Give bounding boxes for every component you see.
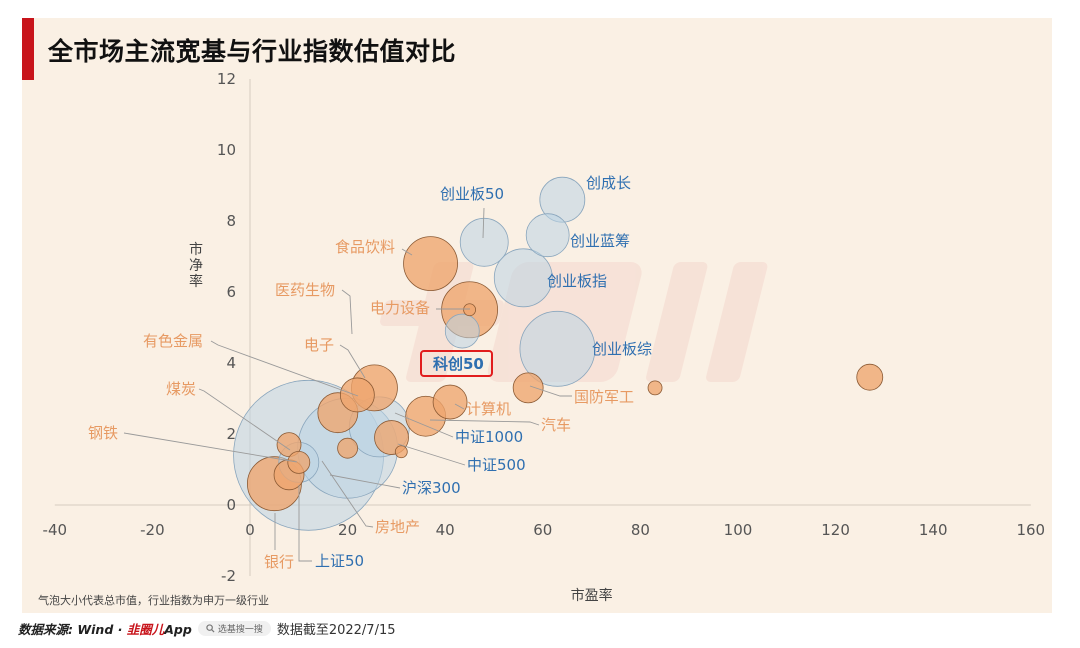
leader-line xyxy=(482,207,485,239)
x-tick-label: 80 xyxy=(631,521,650,539)
bubble-industry xyxy=(287,450,311,474)
chart-panel xyxy=(22,18,1052,613)
x-tick-label: 140 xyxy=(919,521,948,539)
bubble-industry xyxy=(394,445,408,459)
source-label: 数据来源: Wind · 韭圈儿App xyxy=(18,619,192,638)
leader-line xyxy=(198,388,291,451)
brand-app: App xyxy=(164,621,192,637)
leader-line xyxy=(339,344,366,379)
broad-index-label: 创业板综 xyxy=(592,340,652,358)
industry-label: 国防军工 xyxy=(574,388,634,406)
industry-label: 有色金属 xyxy=(143,332,203,350)
broad-index-label: 中证1000 xyxy=(455,428,523,446)
footer: 数据来源: Wind · 韭圈儿App 选基搜一搜 数据截至2022/7/15 xyxy=(18,619,396,638)
industry-label: 钢铁 xyxy=(88,424,118,442)
y-tick-label: 10 xyxy=(217,141,236,159)
bubble-industry xyxy=(647,380,663,396)
search-pill[interactable]: 选基搜一搜 xyxy=(197,620,271,636)
search-pill-label: 选基搜一搜 xyxy=(217,624,263,635)
x-tick-label: 60 xyxy=(533,521,552,539)
data-date: 数据截至2022/7/15 xyxy=(276,622,396,638)
broad-index-label: 上证50 xyxy=(315,552,364,570)
bubbles xyxy=(233,176,884,531)
leader-line xyxy=(123,432,298,463)
leader-line xyxy=(329,474,401,489)
leader-line xyxy=(321,460,374,528)
y-tick-label: -2 xyxy=(221,567,236,585)
x-tick-label: -20 xyxy=(140,521,165,539)
x-tick-label: 100 xyxy=(724,521,753,539)
broad-index-label: 科创50 xyxy=(433,355,484,373)
bubble-broad-index xyxy=(525,213,570,258)
bubble-industry xyxy=(512,372,544,404)
bubble-broad-index xyxy=(444,313,480,349)
bubble-broad-index xyxy=(459,217,509,267)
brand-name: 韭圈儿 xyxy=(126,621,165,637)
y-tick-label: 0 xyxy=(226,496,236,514)
broad-index-label: 创成长 xyxy=(586,174,631,192)
leader-line xyxy=(454,403,465,410)
industry-label: 煤炭 xyxy=(166,380,196,398)
title-accent-bar xyxy=(22,18,34,80)
industry-label: 计算机 xyxy=(466,400,511,418)
bubble-industry xyxy=(337,437,359,459)
y-tick-label: 2 xyxy=(226,425,236,443)
source-prefix: 数据来源: Wind · xyxy=(18,621,127,637)
bubble-broad-index xyxy=(519,310,596,387)
y-tick-label: 12 xyxy=(217,70,236,88)
bubble-industry xyxy=(339,377,375,413)
y-tick-label: 4 xyxy=(226,354,236,372)
leader-line xyxy=(210,340,359,397)
y-tick-label: 6 xyxy=(226,283,236,301)
industry-label: 电子 xyxy=(304,336,334,354)
leader-line xyxy=(397,443,466,466)
industry-label: 医药生物 xyxy=(275,281,335,299)
leader-line xyxy=(529,385,572,397)
broad-index-label: 中证500 xyxy=(467,456,526,474)
industry-label: 食品饮料 xyxy=(335,238,395,256)
broad-index-label: 创业蓝筹 xyxy=(570,232,630,250)
chart-title: 全市场主流宽基与行业指数估值对比 xyxy=(48,37,457,66)
bubble-industry xyxy=(403,236,458,292)
x-tick-label: -40 xyxy=(43,521,68,539)
x-tick-label: 120 xyxy=(821,521,850,539)
highlight-box xyxy=(420,350,493,377)
x-tick-label: 0 xyxy=(245,521,255,539)
x-axis-label: 市盈率 xyxy=(571,587,613,604)
bubble-industry xyxy=(432,384,468,420)
leader-line xyxy=(341,289,353,335)
industry-label: 电力设备 xyxy=(370,299,430,317)
y-tick-label: 8 xyxy=(226,212,236,230)
bubble-broad-index xyxy=(493,248,553,308)
axes: -40 -20 0 20 40 60 80 100 120 140 160-2024681012市盈… xyxy=(43,70,1046,604)
broad-index-label: 创业板50 xyxy=(440,185,504,203)
industry-label: 汽车 xyxy=(541,416,571,434)
industry-label: 房地产 xyxy=(375,518,420,536)
x-tick-label: 20 xyxy=(338,521,357,539)
leader-line xyxy=(401,248,413,256)
x-tick-label: 160 xyxy=(1016,521,1045,539)
search-icon xyxy=(206,623,215,633)
leader-line xyxy=(394,412,454,438)
leader-line xyxy=(429,419,540,426)
broad-index-label: 创业板指 xyxy=(547,272,607,290)
x-tick-label: 40 xyxy=(436,521,455,539)
bubble-industry xyxy=(463,303,477,317)
industry-label: 银行 xyxy=(264,553,294,571)
footnote: 气泡大小代表总市值，行业指数为申万一级行业 xyxy=(38,594,269,607)
broad-index-label: 沪深300 xyxy=(402,479,461,497)
bubble-industry xyxy=(856,363,884,391)
leader-line xyxy=(298,485,312,562)
leader-lines xyxy=(123,207,572,562)
y-axis-label: 市净率 xyxy=(189,241,203,290)
